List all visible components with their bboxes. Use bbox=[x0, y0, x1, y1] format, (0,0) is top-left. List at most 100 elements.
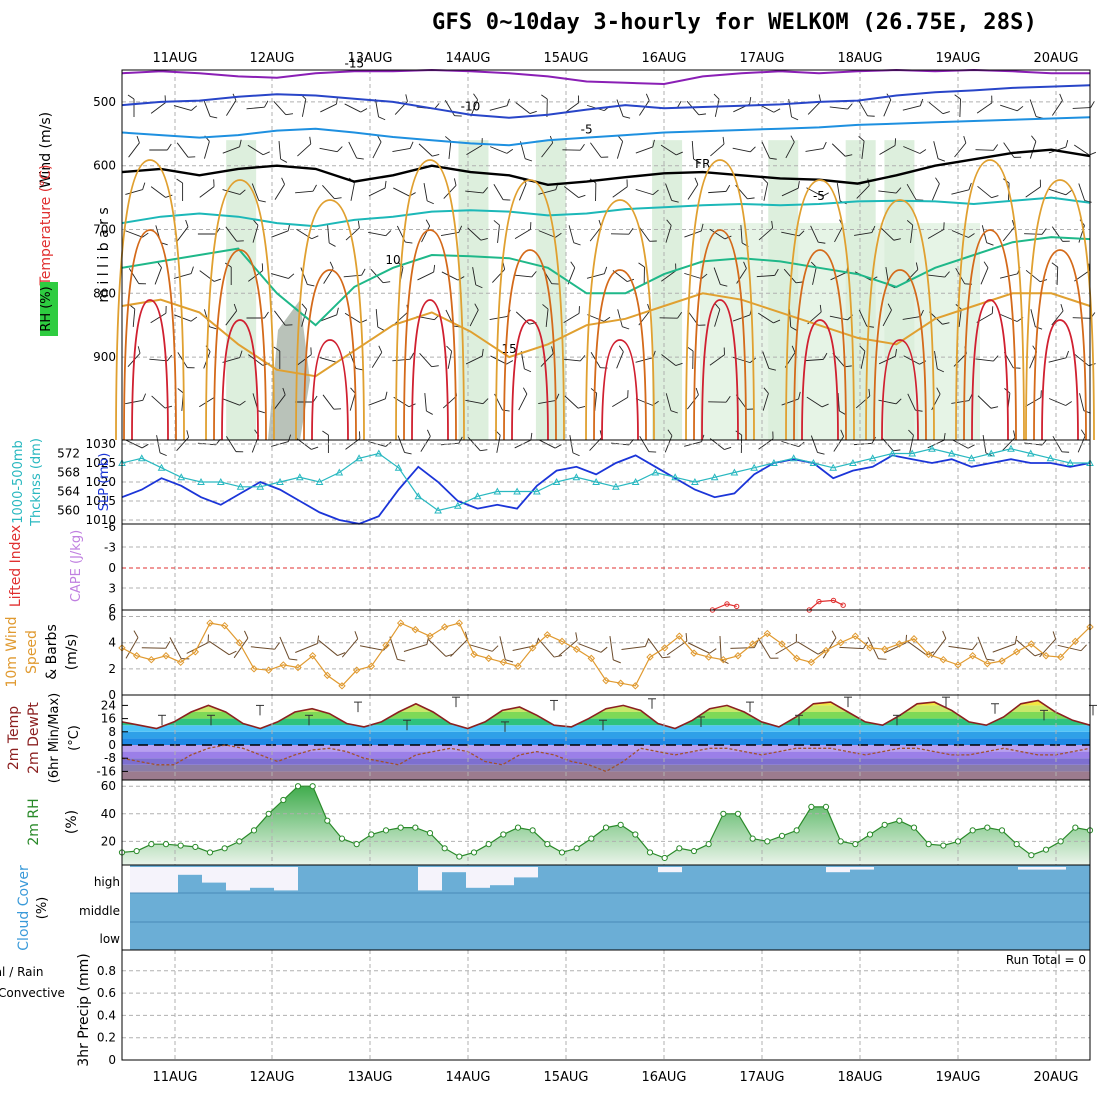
wind-barb-flag bbox=[943, 433, 946, 441]
wind-barb-flag bbox=[185, 219, 189, 227]
wind-barb-flag bbox=[187, 156, 196, 158]
wind-barb-flag bbox=[473, 93, 478, 100]
wind-barb-10m bbox=[403, 636, 430, 652]
temp-contour bbox=[121, 292, 1091, 378]
cape-line bbox=[808, 599, 844, 611]
wind-barb bbox=[902, 98, 924, 111]
wind-barb bbox=[806, 396, 829, 408]
ylabel-temperature: Temperature (°C) bbox=[38, 165, 54, 287]
wind-barb-flag bbox=[262, 151, 270, 156]
thickness-marker bbox=[592, 477, 600, 485]
thickness-marker bbox=[868, 454, 877, 462]
wind-barb bbox=[177, 352, 195, 369]
wind-barb-flag bbox=[506, 148, 514, 154]
y-tick-right: 1025 bbox=[85, 456, 116, 470]
slp-line bbox=[121, 454, 1091, 525]
wind-barb-flag bbox=[480, 238, 488, 241]
wind-barb-10m bbox=[977, 636, 995, 661]
wind-barb-staff bbox=[977, 636, 987, 660]
wind-speed-marker bbox=[748, 640, 757, 648]
wind-barb-staff bbox=[320, 103, 337, 113]
wind-barb-staff bbox=[301, 99, 307, 117]
wind-barb bbox=[710, 136, 725, 157]
wind-barb bbox=[684, 223, 704, 238]
thickness-marker bbox=[197, 477, 205, 485]
thickness-marker bbox=[849, 458, 857, 466]
temp-contour-warm bbox=[865, 199, 935, 441]
wind-barb-flag bbox=[954, 94, 961, 100]
wind-speed-marker bbox=[352, 666, 361, 674]
wind-barb bbox=[713, 267, 728, 287]
wind-barb-flag bbox=[580, 355, 586, 362]
rh-marker bbox=[397, 824, 404, 831]
wind-barb-10m bbox=[822, 630, 837, 659]
temp-contour-warm bbox=[701, 299, 739, 441]
wind-barb-staff bbox=[609, 636, 614, 660]
wind-barb-flag bbox=[822, 192, 829, 197]
wind-barb-flag bbox=[648, 451, 657, 453]
wind-barb-flag bbox=[986, 242, 994, 246]
wind-barb-staff bbox=[666, 640, 688, 656]
thickness-marker bbox=[651, 468, 660, 476]
temp-contour-warm bbox=[1033, 249, 1087, 441]
wind-barb-staff bbox=[1002, 226, 1015, 242]
temp-contour-warm bbox=[801, 319, 839, 441]
rh-marker bbox=[441, 845, 448, 852]
wind-barb-flag bbox=[963, 135, 967, 144]
wind-barb-staff bbox=[1024, 233, 1043, 235]
wind-barb-staff bbox=[246, 106, 265, 110]
wind-barb-flag bbox=[887, 303, 892, 311]
wind-barb-staff bbox=[344, 312, 361, 324]
wind-barb-staff bbox=[368, 187, 386, 197]
wind-barb bbox=[540, 346, 554, 367]
ylabel-barbs: & Barbs bbox=[44, 624, 60, 680]
wind-barb-staff bbox=[616, 141, 624, 159]
wind-barb bbox=[322, 430, 329, 453]
temp-contour-warm bbox=[685, 159, 755, 441]
wind-barb-staff bbox=[374, 99, 380, 117]
wind-barb bbox=[1051, 262, 1059, 286]
wind-barb-flag bbox=[166, 143, 172, 151]
wind-barb-flag bbox=[404, 451, 412, 455]
wind-barb-flag bbox=[942, 111, 950, 115]
wind-barb bbox=[639, 93, 650, 116]
wind-barb bbox=[785, 135, 795, 159]
wind-barb-flag bbox=[577, 406, 586, 409]
rh-marker bbox=[294, 783, 302, 790]
wind-barb bbox=[810, 225, 826, 244]
wind-barb bbox=[612, 390, 629, 408]
wind-barb bbox=[151, 395, 173, 409]
rh-marker bbox=[368, 831, 375, 838]
wind-barb-flag bbox=[791, 116, 799, 121]
wind-barb-flag bbox=[797, 181, 800, 189]
rh-marker bbox=[690, 847, 698, 855]
wind-barb-10m bbox=[428, 639, 454, 657]
wind-barb-staff bbox=[512, 645, 537, 651]
wind-barb bbox=[374, 99, 386, 121]
wind-barb bbox=[1024, 228, 1047, 235]
wind-barb-flag bbox=[967, 444, 975, 449]
cape-marker bbox=[733, 603, 740, 610]
thickness-marker bbox=[631, 477, 640, 485]
wind-barb bbox=[273, 101, 294, 116]
rh-marker bbox=[426, 830, 434, 837]
date-label-top: 16AUG bbox=[641, 51, 686, 66]
rh-marker bbox=[852, 841, 859, 848]
wind-barb-flag bbox=[714, 303, 721, 310]
wind-barb bbox=[467, 227, 488, 241]
wind-barb-flag bbox=[239, 139, 242, 147]
wind-barb bbox=[927, 222, 945, 239]
wind-barb bbox=[128, 135, 140, 158]
wind-barb-staff bbox=[661, 354, 676, 366]
thickness-marker bbox=[256, 482, 265, 490]
wind-barb-staff bbox=[710, 143, 725, 157]
wind-barb bbox=[829, 103, 853, 110]
wind-barb-staff bbox=[564, 395, 579, 409]
wind-barb-flag bbox=[334, 197, 342, 200]
date-label-top: 11AUG bbox=[152, 51, 197, 66]
wind-barb-staff bbox=[621, 646, 646, 650]
wind-barb-staff bbox=[909, 435, 914, 453]
wind-speed-marker bbox=[763, 629, 772, 638]
wind-barb bbox=[418, 143, 440, 157]
